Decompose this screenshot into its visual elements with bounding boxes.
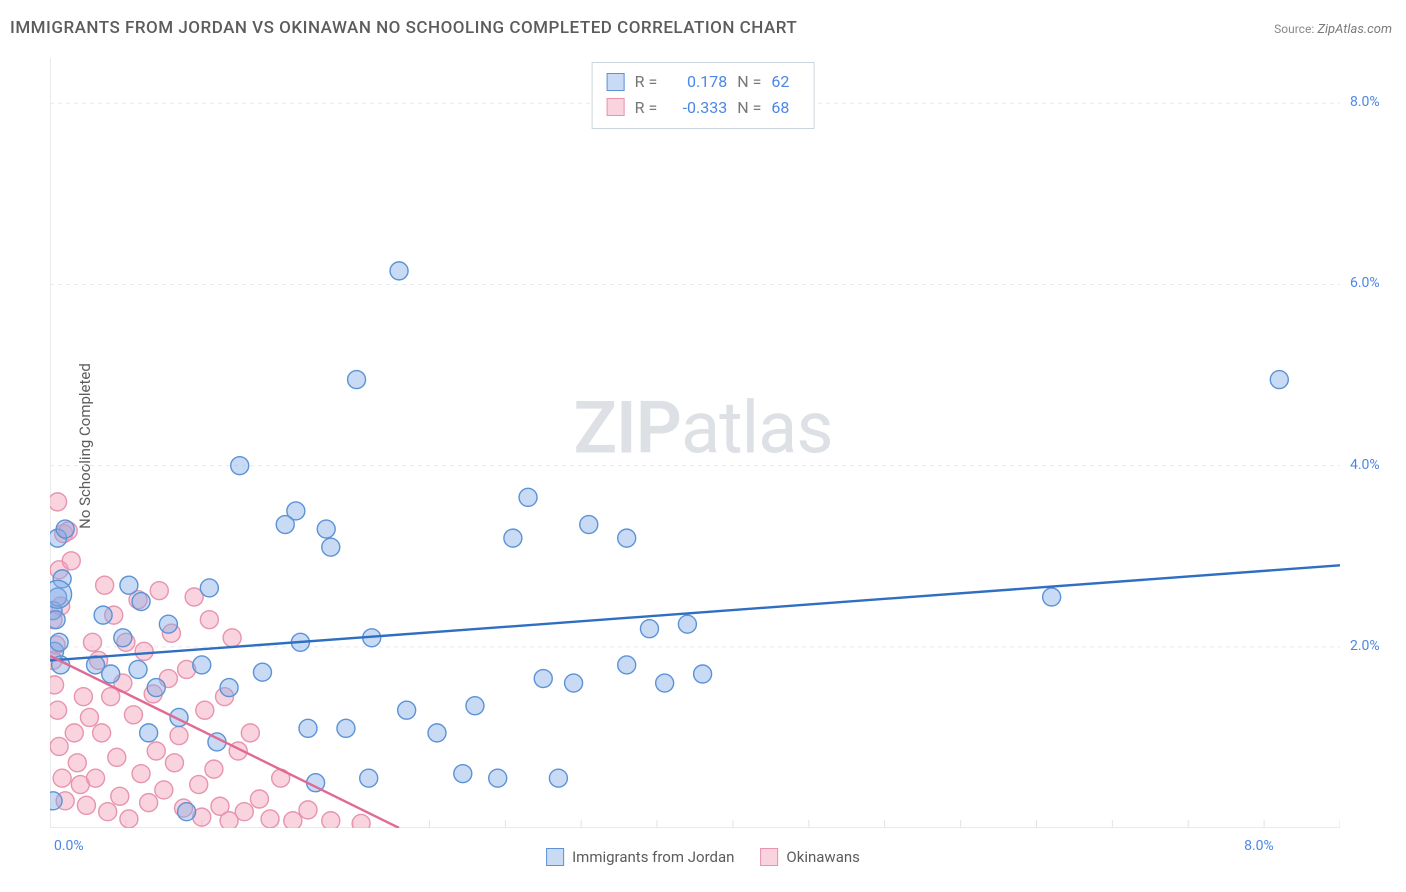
legend-item-jordan: Immigrants from Jordan bbox=[546, 848, 734, 866]
series-legend: Immigrants from Jordan Okinawans bbox=[546, 848, 860, 866]
n-value-okinawan: 68 bbox=[771, 95, 799, 121]
source-credit: Source: ZipAtlas.com bbox=[1274, 22, 1392, 37]
y-tick-label: 2.0% bbox=[1350, 638, 1380, 654]
legend-item-okinawan: Okinawans bbox=[760, 848, 859, 866]
swatch-okinawan bbox=[607, 98, 625, 116]
r-label: R = bbox=[635, 69, 658, 95]
r-value-okinawan: -0.333 bbox=[667, 95, 727, 121]
y-tick-label: 8.0% bbox=[1350, 94, 1380, 110]
correlation-legend: R = 0.178 N = 62 R = -0.333 N = 68 bbox=[592, 62, 815, 129]
y-tick-label: 4.0% bbox=[1350, 457, 1380, 473]
chart-plot-area bbox=[50, 58, 1340, 828]
swatch-jordan bbox=[546, 848, 564, 866]
legend-label-jordan: Immigrants from Jordan bbox=[572, 848, 734, 866]
legend-label-okinawan: Okinawans bbox=[786, 848, 859, 866]
swatch-jordan bbox=[607, 73, 625, 91]
x-tick-right: 8.0% bbox=[1244, 838, 1274, 854]
r-value-jordan: 0.178 bbox=[667, 69, 727, 95]
source-value: ZipAtlas.com bbox=[1317, 22, 1392, 37]
chart-title: IMMIGRANTS FROM JORDAN VS OKINAWAN NO SC… bbox=[10, 18, 1396, 38]
n-label: N = bbox=[737, 69, 761, 95]
x-tick-left: 0.0% bbox=[54, 838, 84, 854]
legend-row-jordan: R = 0.178 N = 62 bbox=[607, 69, 800, 95]
n-label: N = bbox=[737, 95, 761, 121]
swatch-okinawan bbox=[760, 848, 778, 866]
y-tick-label: 6.0% bbox=[1350, 275, 1380, 291]
legend-row-okinawan: R = -0.333 N = 68 bbox=[607, 95, 800, 121]
source-label: Source: bbox=[1274, 22, 1314, 36]
scatter-svg bbox=[50, 58, 1340, 828]
r-label: R = bbox=[635, 95, 658, 121]
n-value-jordan: 62 bbox=[771, 69, 799, 95]
